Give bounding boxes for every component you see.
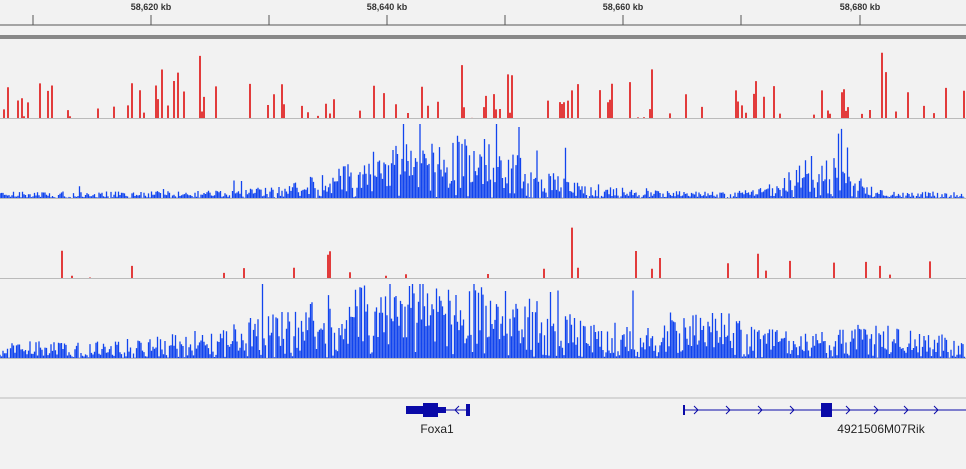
signal-track-4[interactable] — [0, 280, 966, 360]
strand-arrow-right — [845, 405, 851, 415]
signal-bars — [0, 284, 966, 358]
track-4-plot — [0, 284, 966, 359]
signal-track-2[interactable] — [0, 120, 966, 200]
strand-arrow-right — [693, 405, 699, 415]
strand-arrow-left — [454, 405, 460, 415]
gene-label-foxa1[interactable]: Foxa1 — [420, 422, 454, 436]
ruler-axis — [0, 15, 966, 39]
strand-arrow-right — [933, 405, 939, 415]
gene-track-plot — [0, 397, 966, 417]
gene-label-4921506M07Rik[interactable]: 4921506M07Rik — [837, 422, 925, 436]
strand-arrow-right — [873, 405, 879, 415]
track-3-plot — [0, 227, 966, 279]
signal-bars — [3, 52, 965, 118]
strand-arrow-right — [757, 405, 763, 415]
strand-arrow-right — [789, 405, 795, 415]
signal-track-3[interactable] — [0, 200, 966, 280]
tick-label: 58,640 kb — [366, 2, 408, 12]
signal-track-1[interactable] — [0, 40, 966, 120]
tick-label: 58,680 kb — [839, 2, 881, 12]
ruler-region-bar — [0, 35, 966, 39]
track-1-plot — [0, 52, 966, 119]
strand-arrow-right — [725, 405, 731, 415]
signal-bars — [0, 124, 966, 198]
gene-foxa1[interactable] — [406, 403, 470, 417]
gene-annotation-track[interactable]: Foxa1 4921506M07Rik — [0, 360, 966, 469]
tick-label: 58,620 kb — [130, 2, 172, 12]
tick-label: 58,660 kb — [602, 2, 644, 12]
gene-4921506M07Rik[interactable] — [683, 403, 966, 417]
strand-arrow-right — [903, 405, 909, 415]
signal-bars — [61, 227, 931, 278]
track-2-plot — [0, 124, 966, 199]
ruler[interactable]: 58,620 kb 58,640 kb 58,660 kb 58,680 kb — [0, 0, 966, 39]
